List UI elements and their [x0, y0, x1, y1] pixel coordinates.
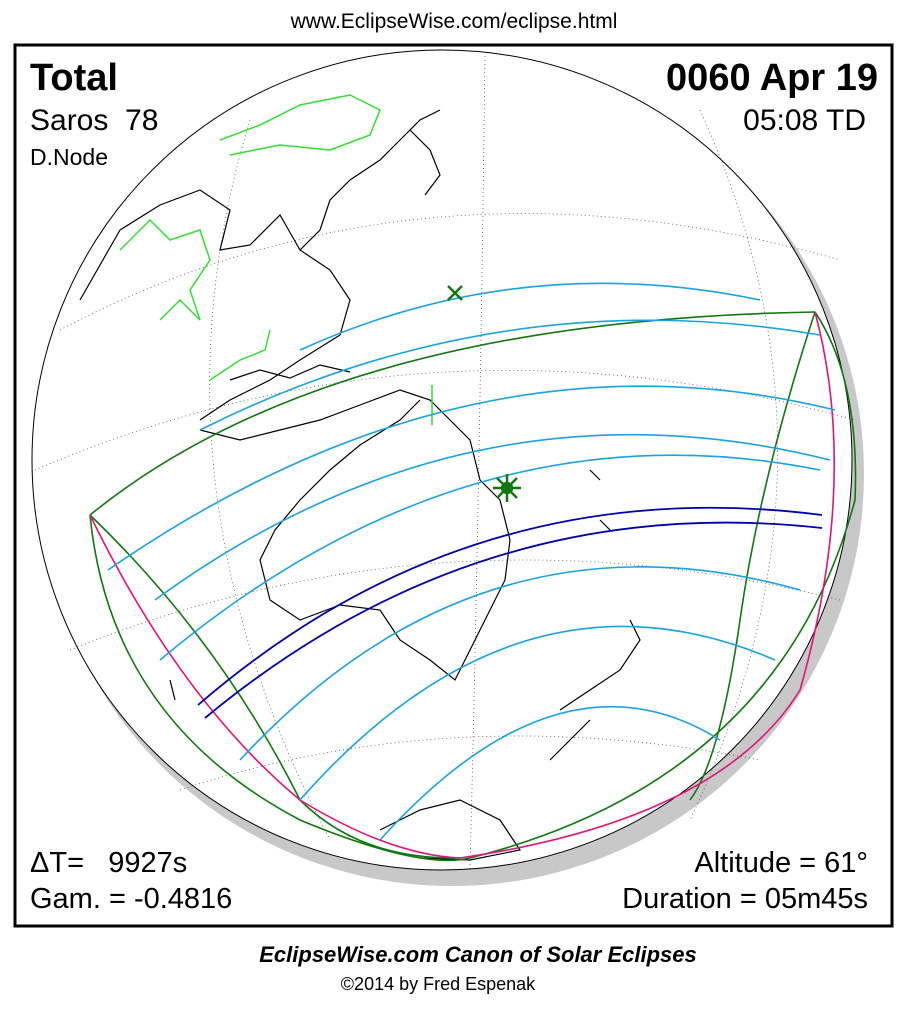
- date: 0060 Apr 19: [666, 57, 878, 99]
- eclipse-type: Total: [30, 57, 118, 99]
- copyright: ©2014 by Fred Espenak: [341, 974, 536, 994]
- blue: [204, 521, 823, 719]
- cyan: [299, 625, 776, 801]
- cyan: [159, 454, 821, 661]
- eclipse-paths: [89, 282, 857, 862]
- coast: [79, 189, 351, 421]
- grid: [179, 735, 761, 791]
- mag: [459, 311, 836, 859]
- gamma: Gam. = -0.4816: [30, 883, 232, 915]
- cyan: [299, 282, 761, 351]
- duration: Duration = 05m45s: [622, 883, 868, 915]
- green: [89, 514, 461, 859]
- grid: [209, 119, 331, 841]
- cyan: [154, 433, 831, 601]
- greatest-duration-marker: [447, 285, 463, 301]
- coast: [169, 469, 611, 701]
- green: [89, 311, 816, 516]
- borders: [119, 94, 433, 425]
- coast: [379, 799, 521, 861]
- cyan: [199, 319, 821, 431]
- cyan: [107, 385, 836, 571]
- time: 05:08 TD: [743, 104, 866, 137]
- delta-t: ΔT= 9927s: [30, 847, 187, 879]
- altitude: Altitude = 61°: [694, 847, 868, 879]
- coast: [299, 109, 441, 251]
- border: [219, 94, 381, 156]
- saros: Saros 78: [30, 104, 158, 137]
- coast: [409, 129, 441, 196]
- node: D.Node: [30, 144, 108, 170]
- globe: [31, 49, 864, 886]
- mag: [89, 514, 461, 859]
- map-line: [500, 481, 514, 495]
- blue: [197, 506, 823, 706]
- cyan: [239, 566, 801, 761]
- green: [689, 311, 816, 801]
- greatest-eclipse-marker: [493, 474, 521, 502]
- border: [119, 218, 211, 321]
- grid: [69, 559, 841, 651]
- grid: [59, 213, 841, 331]
- cyan: [379, 705, 721, 841]
- border: [209, 329, 271, 381]
- url: www.EclipseWise.com/eclipse.html: [290, 10, 618, 33]
- coast: [229, 364, 351, 381]
- coast: [549, 619, 641, 761]
- footer-title: EclipseWise.com Canon of Solar Eclipses: [259, 942, 697, 967]
- green: [89, 311, 857, 862]
